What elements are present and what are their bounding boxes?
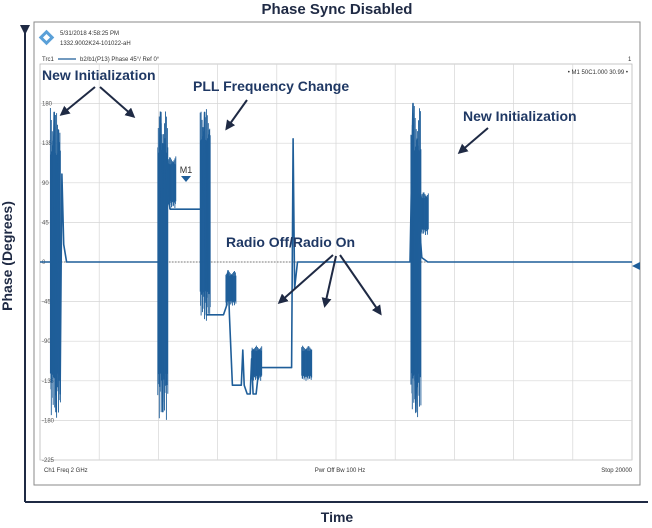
marker-label: M1	[180, 165, 193, 175]
chart-title: Phase Sync Disabled	[262, 1, 413, 18]
arrow-init-1b	[99, 86, 136, 118]
y-tick-label: -180	[42, 418, 55, 424]
status-power: Pwr Off Bw 100 Hz	[315, 468, 366, 474]
noise-burst	[301, 345, 313, 381]
arrow-init-2	[457, 127, 489, 154]
arrow-init-1a	[59, 86, 96, 116]
trace-label: Trc1	[42, 57, 54, 63]
x-axis-label: Time	[321, 509, 354, 525]
noise-burst	[199, 109, 211, 321]
y-tick-label: 45	[42, 220, 49, 226]
y-tick-label: 0	[42, 260, 46, 266]
arrow-radio-1	[277, 254, 334, 304]
y-tick-label: -45	[42, 300, 51, 306]
y-axis-label: Phase (Degrees)	[0, 201, 15, 311]
timestamp: 5/31/2018 4:58:25 PM	[60, 31, 119, 37]
annotation-radio: Radio Off/Radio On	[226, 234, 355, 250]
y-tick-label: 180	[42, 102, 53, 108]
annotation-new-init-1: New Initialization	[42, 67, 156, 83]
y-tick-label: -135	[42, 379, 55, 385]
series-line	[40, 102, 632, 413]
annotation-pll: PLL Frequency Change	[193, 78, 349, 94]
reference-level-icon	[632, 262, 640, 270]
status-stop: Stop 20000	[601, 468, 632, 474]
rs-logo-icon	[38, 29, 55, 46]
plot-area: 180 135 90 45 0 -45 -90 -135 -180 -225 • M1 50C1.…	[39, 63, 640, 464]
status-channel: Ch1 Freq 2 GHz	[44, 468, 88, 474]
trace-num: 1	[628, 57, 632, 63]
noise-burst	[251, 345, 263, 381]
y-tick-label: 135	[42, 141, 53, 147]
y-tick-label: 90	[42, 181, 49, 187]
arrow-pll	[225, 99, 248, 131]
y-tick-label: -225	[42, 458, 55, 464]
device-id: 1332.9002K24-101022-aH	[60, 41, 131, 47]
y-ticks: 180 135 90 45 0 -45 -90 -135 -180 -225	[42, 102, 55, 464]
arrow-radio-3	[339, 254, 382, 316]
marker-triangle-icon	[181, 176, 191, 182]
y-tick-label: -90	[42, 339, 51, 345]
arrow-radio-2	[321, 255, 337, 308]
marker-readout: • M1 50C1.000 30.99 •	[568, 70, 628, 76]
trace-desc: b2/b1(P13) Phase 45°/ Ref 0°	[80, 57, 160, 63]
annotation-new-init-2: New Initialization	[463, 108, 577, 124]
gridlines	[40, 64, 632, 461]
